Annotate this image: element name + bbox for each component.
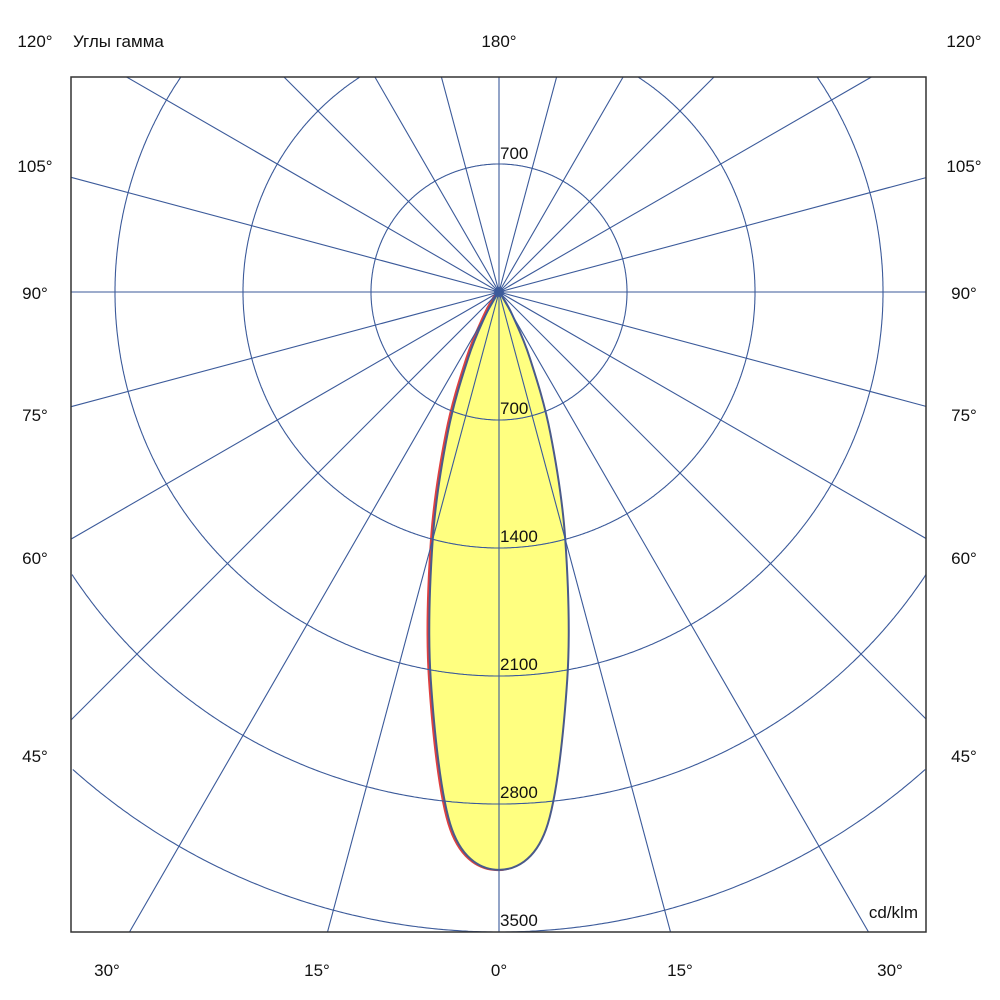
- grid-spoke: [498, 291, 869, 933]
- grid-spoke: [498, 177, 927, 293]
- grid-spoke: [498, 291, 927, 539]
- grid-spoke: [440, 76, 500, 293]
- angle-label-right: 45°: [951, 747, 977, 766]
- chart-title: Углы гамма: [73, 32, 164, 51]
- angle-label-bottom: 30°: [877, 961, 903, 980]
- grid-spoke: [498, 76, 715, 293]
- top-angle-label: 180°: [481, 32, 516, 51]
- grid-spoke: [374, 76, 500, 293]
- center-dot: [494, 287, 504, 297]
- angle-label-right: 120°: [946, 32, 981, 51]
- grid-spoke: [498, 76, 624, 293]
- grid-spoke: [126, 76, 500, 293]
- grid-spoke: [326, 291, 500, 933]
- grid-spoke: [283, 76, 500, 293]
- angle-label-right: 90°: [951, 284, 977, 303]
- radial-top-label: 700: [500, 144, 528, 163]
- angle-label-left: 60°: [22, 549, 48, 568]
- angle-label-left: 75°: [22, 406, 48, 425]
- angle-label-bottom: 15°: [304, 961, 330, 980]
- angle-label-right: 60°: [951, 549, 977, 568]
- radial-tick-label: 700: [500, 399, 528, 418]
- grid-spoke: [498, 291, 927, 407]
- radial-tick-label: 2800: [500, 783, 538, 802]
- grid-spoke: [70, 291, 500, 721]
- chart-frame: [70, 76, 927, 933]
- grid-circle-2100: [114, 77, 884, 677]
- angle-label-left: 105°: [17, 157, 52, 176]
- grid-spoke: [70, 176, 500, 293]
- angle-label-left: 90°: [22, 284, 48, 303]
- radial-tick-label: 3500: [500, 911, 538, 930]
- grid-spoke: [498, 291, 927, 720]
- angle-label-left: 45°: [22, 747, 48, 766]
- grid-spoke: [498, 291, 672, 933]
- angle-label-right: 105°: [946, 157, 981, 176]
- radial-tick-label: 2100: [500, 655, 538, 674]
- angle-label-bottom: 0°: [491, 961, 507, 980]
- grid-spoke: [70, 291, 500, 408]
- radial-tick-label: 1400: [500, 527, 538, 546]
- angle-label-left: 120°: [17, 32, 52, 51]
- angle-label-right: 75°: [951, 406, 977, 425]
- angle-label-bottom: 15°: [667, 961, 693, 980]
- grid-circle-1400: [242, 76, 756, 549]
- angle-label-bottom: 30°: [94, 961, 120, 980]
- grid-spoke: [129, 291, 500, 933]
- unit-label: cd/klm: [869, 903, 918, 922]
- polar-grid: [70, 76, 927, 933]
- grid-spoke: [498, 76, 558, 293]
- grid-spoke: [70, 291, 500, 540]
- grid-spoke: [498, 76, 872, 293]
